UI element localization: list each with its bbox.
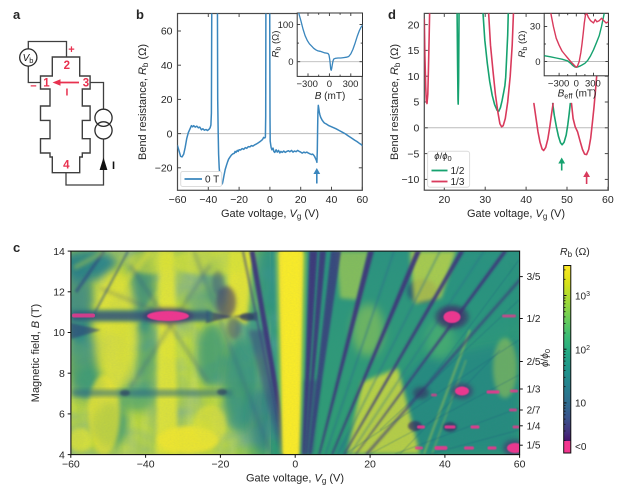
svg-text:1/3: 1/3	[451, 177, 465, 188]
svg-text:d: d	[388, 7, 396, 22]
svg-text:300: 300	[585, 79, 601, 90]
svg-text:8: 8	[59, 368, 65, 380]
svg-text:b: b	[136, 7, 144, 22]
svg-text:Magnetic field, B (T): Magnetic field, B (T)	[30, 304, 42, 402]
svg-text:1/2: 1/2	[527, 314, 541, 325]
svg-text:20: 20	[364, 459, 376, 471]
svg-text:−60: −60	[169, 194, 187, 206]
svg-text:I: I	[112, 160, 115, 172]
svg-text:2/7: 2/7	[527, 406, 541, 417]
svg-text:300: 300	[343, 79, 359, 90]
svg-text:60: 60	[356, 194, 368, 206]
svg-text:40: 40	[326, 194, 338, 206]
svg-text:4: 4	[63, 160, 70, 172]
svg-text:ϕ/ϕ0: ϕ/ϕ0	[434, 151, 451, 163]
svg-text:103: 103	[575, 291, 590, 303]
svg-text:30: 30	[479, 194, 491, 206]
svg-text:20: 20	[438, 194, 450, 206]
svg-text:1/3: 1/3	[527, 385, 541, 396]
svg-text:Rb (Ω): Rb (Ω)	[560, 246, 590, 259]
svg-text:40: 40	[439, 459, 451, 471]
svg-text:6: 6	[59, 409, 65, 421]
svg-text:20: 20	[161, 94, 173, 106]
svg-text:−40: −40	[199, 194, 217, 206]
svg-text:0: 0	[535, 57, 540, 68]
svg-text:60: 60	[602, 194, 614, 206]
svg-text:0: 0	[292, 459, 298, 471]
svg-text:0: 0	[267, 194, 273, 206]
svg-text:12: 12	[53, 287, 65, 299]
svg-text:c: c	[13, 240, 20, 255]
svg-text:ϕ/ϕ0: ϕ/ϕ0	[540, 349, 552, 367]
svg-text:100: 100	[278, 20, 294, 31]
svg-text:0: 0	[288, 57, 293, 68]
svg-text:I: I	[66, 87, 69, 99]
svg-text:−: −	[30, 81, 36, 93]
svg-text:4: 4	[59, 449, 65, 461]
svg-text:50: 50	[561, 194, 573, 206]
svg-text:−20: −20	[155, 163, 173, 175]
svg-text:<0: <0	[575, 442, 587, 453]
svg-text:40: 40	[520, 194, 532, 206]
svg-text:Vb: Vb	[23, 53, 34, 65]
svg-text:3: 3	[83, 78, 89, 90]
svg-text:0: 0	[167, 128, 173, 140]
svg-text:20: 20	[295, 194, 307, 206]
svg-text:60: 60	[514, 459, 526, 471]
svg-text:40: 40	[161, 60, 173, 72]
svg-text:10: 10	[408, 71, 420, 83]
svg-text:15: 15	[408, 45, 420, 57]
svg-text:Bend resistance, Rb (Ω): Bend resistance, Rb (Ω)	[389, 44, 402, 160]
svg-text:102: 102	[575, 345, 590, 357]
svg-text:−40: −40	[137, 459, 155, 471]
svg-text:Rb (Ω): Rb (Ω)	[271, 31, 283, 58]
svg-text:Beff (mT): Beff (mT)	[558, 89, 597, 101]
svg-text:14: 14	[53, 246, 65, 258]
svg-text:Bend resistance, Rb (Ω): Bend resistance, Rb (Ω)	[137, 44, 150, 160]
svg-text:5: 5	[413, 97, 419, 109]
svg-text:1/2: 1/2	[451, 166, 465, 177]
svg-text:−20: −20	[212, 459, 230, 471]
svg-text:−20: −20	[230, 194, 248, 206]
svg-text:1: 1	[43, 78, 50, 90]
svg-text:B (mT): B (mT)	[315, 91, 346, 102]
svg-text:20: 20	[408, 19, 420, 31]
svg-text:0: 0	[413, 123, 419, 135]
svg-text:Gate voltage, Vg (V): Gate voltage, Vg (V)	[467, 208, 565, 221]
svg-text:a: a	[13, 7, 21, 22]
svg-text:−60: −60	[62, 459, 80, 471]
svg-text:0: 0	[327, 79, 332, 90]
svg-text:+: +	[68, 44, 74, 56]
svg-text:2: 2	[64, 60, 70, 72]
svg-text:−5: −5	[407, 148, 419, 160]
svg-text:Gate voltage, Vg (V): Gate voltage, Vg (V)	[221, 208, 319, 221]
svg-text:10: 10	[53, 327, 65, 339]
svg-text:2/5: 2/5	[527, 357, 541, 368]
svg-text:−300: −300	[296, 79, 317, 90]
svg-text:10: 10	[575, 399, 587, 410]
svg-text:Rb (Ω): Rb (Ω)	[517, 31, 529, 58]
svg-text:−300: −300	[548, 79, 569, 90]
svg-text:−10: −10	[401, 174, 419, 186]
svg-text:30: 30	[530, 22, 541, 33]
svg-text:60: 60	[161, 26, 173, 38]
svg-text:1/4: 1/4	[527, 421, 541, 432]
svg-text:0: 0	[574, 79, 579, 90]
svg-text:3/5: 3/5	[527, 272, 541, 283]
svg-text:Gate voltage, Vg (V): Gate voltage, Vg (V)	[246, 473, 344, 486]
svg-text:1/5: 1/5	[527, 441, 541, 452]
svg-text:0 T: 0 T	[205, 175, 219, 186]
